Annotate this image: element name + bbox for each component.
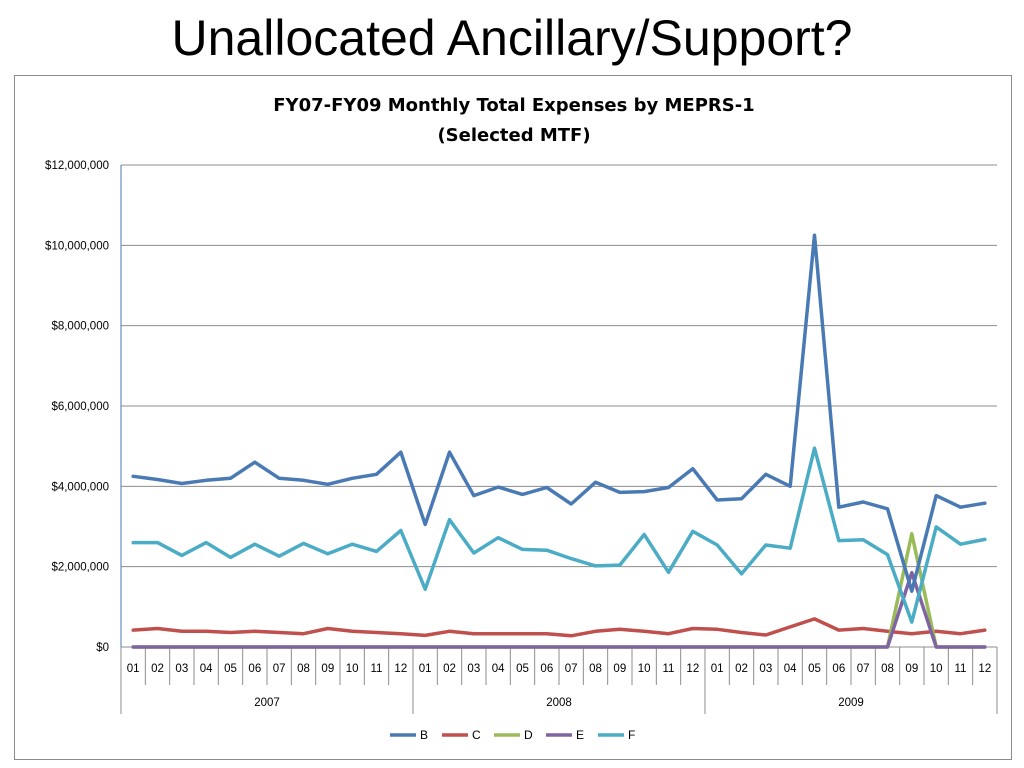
x-tick-label: 08 <box>881 663 894 675</box>
y-tick-label: $10,000,000 <box>45 240 109 252</box>
x-tick-label: 06 <box>832 663 845 675</box>
legend-label: F <box>628 728 635 742</box>
year-label: 2008 <box>546 697 572 709</box>
x-tick-label: 09 <box>613 663 626 675</box>
x-tick-label: 11 <box>663 663 675 675</box>
legend-label: B <box>420 728 428 742</box>
x-tick-label: 03 <box>759 663 772 675</box>
y-tick-label: $4,000,000 <box>51 481 109 493</box>
legend-label: D <box>524 728 533 742</box>
year-label: 2007 <box>254 697 280 709</box>
year-label: 2009 <box>838 697 864 709</box>
line-chart: FY07-FY09 Monthly Total Expenses by MEPR… <box>45 95 998 742</box>
x-tick-label: 10 <box>346 663 359 675</box>
y-tick-label: $12,000,000 <box>45 160 109 172</box>
chart-subtitle: (Selected MTF) <box>437 125 590 146</box>
x-tick-label: 06 <box>248 663 261 675</box>
x-tick-label: 05 <box>516 663 529 675</box>
x-tick-label: 08 <box>589 663 602 675</box>
series-line-f <box>131 446 987 624</box>
y-tick-label: $0 <box>96 642 109 654</box>
x-tick-label: 07 <box>857 663 870 675</box>
legend-item-d: D <box>494 728 533 742</box>
chart-title: FY07-FY09 Monthly Total Expenses by MEPR… <box>273 95 754 116</box>
x-tick-label: 01 <box>419 663 432 675</box>
series-lines <box>131 233 987 649</box>
y-tick-label: $6,000,000 <box>51 401 109 413</box>
legend-item-e: E <box>546 728 584 742</box>
y-tick-label: $2,000,000 <box>51 562 109 574</box>
slide-title: Unallocated Ancillary/Support? <box>171 10 853 66</box>
series-line-c <box>131 617 987 638</box>
x-tick-label: 10 <box>638 663 651 675</box>
series-line-e <box>131 570 987 649</box>
x-tick-label: 12 <box>394 663 407 675</box>
x-tick-label: 04 <box>784 663 797 675</box>
x-tick-label: 11 <box>371 663 383 675</box>
axes: $0 $2,000,000 $4,000,000 $6,000,000 $8,000,0… <box>45 160 998 714</box>
x-tick-label: 03 <box>175 663 188 675</box>
x-tick-label: 04 <box>200 663 213 675</box>
x-tick-label: 09 <box>905 663 918 675</box>
x-tick-label: 10 <box>930 663 943 675</box>
x-tick-label: 01 <box>711 663 724 675</box>
x-tick-label: 07 <box>273 663 286 675</box>
x-tick-label: 07 <box>565 663 578 675</box>
x-tick-label: 12 <box>686 663 699 675</box>
gridlines <box>121 164 997 568</box>
x-tick-label: 01 <box>127 663 140 675</box>
x-tick-label: 05 <box>808 663 821 675</box>
x-tick-label: 02 <box>151 663 164 675</box>
x-tick-label: 11 <box>955 663 967 675</box>
x-tick-label: 08 <box>297 663 310 675</box>
x-tick-label: 06 <box>540 663 553 675</box>
x-tick-label: 09 <box>321 663 334 675</box>
y-tick-label: $8,000,000 <box>51 321 109 333</box>
x-tick-label: 02 <box>443 663 456 675</box>
x-tick-label: 05 <box>224 663 237 675</box>
legend-label: C <box>472 728 481 742</box>
legend-item-b: B <box>390 728 428 742</box>
series-line-b <box>131 233 987 593</box>
x-tick-label: 12 <box>978 663 991 675</box>
x-tick-label: 03 <box>467 663 480 675</box>
legend-item-f: F <box>598 728 635 742</box>
x-tick-label: 02 <box>735 663 748 675</box>
legend: B C D E F <box>390 728 635 742</box>
chart-container: FY07-FY09 Monthly Total Expenses by MEPR… <box>14 75 1012 760</box>
legend-item-c: C <box>442 728 481 742</box>
legend-label: E <box>576 728 584 742</box>
x-tick-label: 04 <box>492 663 505 675</box>
